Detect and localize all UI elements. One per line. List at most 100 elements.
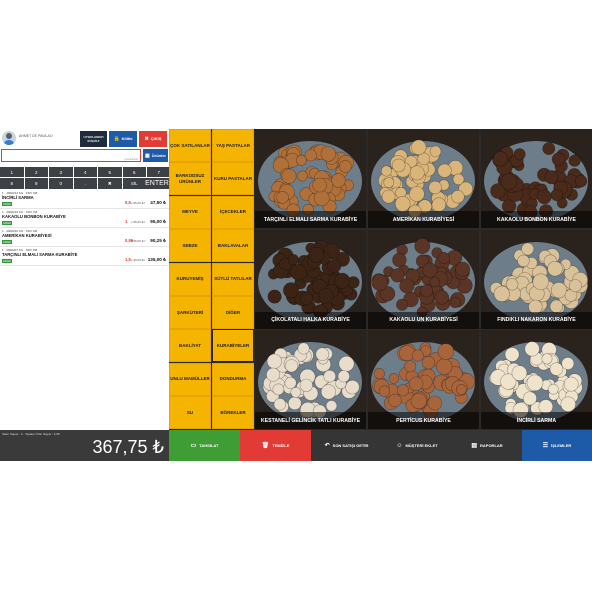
keypad-key[interactable]: 2 <box>24 167 48 177</box>
last-sale-button[interactable]: ↶ SON SATIŞI GETİR <box>311 430 382 461</box>
clear-label: TEMİZLE <box>272 443 290 448</box>
keypad-key[interactable]: . <box>73 178 97 189</box>
product-tile[interactable]: PERTİCUS KURABİYE <box>368 330 479 429</box>
category-button[interactable]: SU <box>169 396 211 430</box>
item-quantity: 0,95 <box>125 238 134 243</box>
keypad-key[interactable]: 6 <box>122 167 146 177</box>
trash-icon: 🗑 <box>261 443 270 449</box>
last-sale-label: SON SATIŞI GETİR <box>332 443 369 448</box>
product-photo <box>368 129 479 228</box>
reports-button[interactable]: ▤ RAPORLAR <box>452 430 522 461</box>
keypad-key[interactable]: 5 <box>98 167 122 177</box>
category-button[interactable]: ŞARKÜTERİ <box>169 296 211 329</box>
operations-label: İŞLEMLER <box>551 443 572 448</box>
products-label: Ürünler <box>151 153 166 158</box>
cart-panel: AHMET DE PAVA.AO UYGULAMAYI KÜÇÜLT 🔒 Kil… <box>0 129 171 430</box>
category-button[interactable]: UNLU MAMÜLLER <box>169 362 211 396</box>
product-label: KESTANELİ GELİNCİK TATLI KURABİYE <box>255 412 366 429</box>
product-label: İNCİRLİ SARMA <box>481 412 592 429</box>
products-button[interactable]: ▦ Ürünler <box>143 149 168 162</box>
item-meta: 1 · 2900214 KG · KDV %8 <box>2 191 38 195</box>
add-customer-button[interactable]: ☺ MÜŞTERİ EKLET <box>382 430 452 461</box>
keypad-key[interactable]: 3 <box>49 167 73 177</box>
keypad-key[interactable]: 9 <box>24 178 48 189</box>
clear-button[interactable]: 🗑 TEMİZLE <box>240 430 311 461</box>
exit-label: ÇIKIŞ <box>150 135 162 141</box>
cart-row[interactable]: 1 · 2900207 KG · KDV %8 TARÇINLI ELMALI S… <box>0 247 169 266</box>
product-tile[interactable]: ÇİKOLATALI HALKA KURABİYE <box>255 229 366 329</box>
pos-app: AHMET DE PAVA.AO UYGULAMAYI KÜÇÜLT 🔒 Kil… <box>0 129 592 461</box>
category-button[interactable]: BÖREKLER <box>212 396 254 430</box>
undo-icon: ↶ <box>324 443 330 449</box>
product-label: ÇİKOLATALI HALKA KURABİYE <box>255 311 366 329</box>
minimize-app-button[interactable]: UYGULAMAYI KÜÇÜLT <box>80 131 107 147</box>
category-button[interactable]: KURU PASTALAR <box>212 162 254 196</box>
user-info: AHMET DE PAVA.AO <box>2 131 77 151</box>
reports-label: RAPORLAR <box>480 443 503 448</box>
item-total: 95,00 ₺ <box>150 219 166 224</box>
enter-key[interactable]: ENTER <box>145 178 169 189</box>
product-tile[interactable]: TARÇINLI ELMALI SARMA KURABİYE <box>255 129 366 228</box>
category-button[interactable]: İÇECEKLER <box>212 195 254 229</box>
item-total: 90,25 ₺ <box>150 238 166 243</box>
keypad-key[interactable]: 4 <box>73 167 97 177</box>
cart-items: 1 · 2900214 KG · KDV %8 İNCİRLİ SARMA GRAM… <box>0 190 169 266</box>
category-button[interactable]: BAKLİYAT <box>169 329 211 363</box>
keypad-key[interactable]: 7 <box>147 167 171 177</box>
product-label: AMERİKAN KURABİYESİ <box>368 211 479 228</box>
product-tile[interactable]: KESTANELİ GELİNCİK TATLI KURABİYE <box>255 330 366 429</box>
item-name: KAKAOLU BONBON KURABİYE <box>2 214 66 219</box>
category-button[interactable]: YAŞ PASTALAR <box>212 129 254 162</box>
category-button[interactable]: DİĞER <box>212 296 254 329</box>
product-label: KAKAOLU UN KURABİYESİ <box>368 311 479 329</box>
keypad-key[interactable]: 8 <box>0 178 24 189</box>
keypad-key[interactable]: 1 <box>0 167 24 177</box>
keypad-key[interactable]: 0 <box>49 178 73 189</box>
barcode-search-input[interactable]: ürün/barkod <box>1 149 141 162</box>
menu-icon: ☰ <box>542 443 549 449</box>
category-button[interactable]: DONDURMA <box>212 362 254 396</box>
product-tile[interactable]: KAKAOLU BONBON KURABİYE <box>481 129 592 228</box>
category-button[interactable]: SEBZE <box>169 229 211 263</box>
item-unit-price: x 95,00 ₺= <box>131 201 146 205</box>
cart-row[interactable]: 1 · 2900210 KG · KDV %8 AMERİKAN KURABİYE… <box>0 228 169 247</box>
category-button[interactable]: MEYVE <box>169 195 211 229</box>
product-label: TARÇINLI ELMALI SARMA KURABİYE <box>255 211 366 228</box>
item-name: TARÇINLI ELMALI SARMA KURABİYE <box>2 252 78 257</box>
product-tile[interactable]: AMERİKAN KURABİYESİ <box>368 129 479 228</box>
user-icon: ☺ <box>396 442 403 449</box>
checkout-button[interactable]: ▭ TAHSİLAT <box>169 430 240 461</box>
item-meta: 1 · 2900207 KG · KDV %8 <box>2 248 38 252</box>
product-tile[interactable]: İNCİRLİ SARMA <box>481 330 592 429</box>
cart-row[interactable]: 1 · 2900215 KG · KDV %8 KAKAOLU BONBON KU… <box>0 209 169 228</box>
unit-badge: GRAM <box>2 221 12 225</box>
operations-button[interactable]: ☰ İŞLEMLER <box>522 430 592 461</box>
item-unit-price: x 95,00 ₺= <box>131 239 146 243</box>
keypad-key[interactable]: ✖ <box>98 178 122 189</box>
grid-icon: ▦ <box>145 152 150 159</box>
product-label: PERTİCUS KURABİYE <box>368 412 479 429</box>
exit-button[interactable]: ✖ ÇIKIŞ <box>139 131 167 147</box>
cart-row[interactable]: 1 · 2900214 KG · KDV %8 İNCİRLİ SARMA GRAM… <box>0 190 169 209</box>
category-button[interactable]: SÜTLÜ TATLILAR <box>212 262 254 296</box>
item-quantity: 1 <box>125 219 128 224</box>
chart-icon: ▤ <box>471 443 477 449</box>
keypad-key[interactable]: SİL <box>122 178 146 189</box>
category-button[interactable]: BARKODSUZ ÜRÜNLER <box>169 162 211 196</box>
total-info: Satırı Sayısı : 4 · Toplam Ürün Sayısı :… <box>2 432 60 436</box>
category-button[interactable]: ÇOK SATILANLAR <box>169 129 211 162</box>
total-amount: 367,75 ₺ <box>92 437 164 457</box>
category-button[interactable]: KURUYEMİŞ <box>169 262 211 296</box>
item-total: 135,00 ₺ <box>147 257 166 262</box>
avatar <box>2 131 16 145</box>
product-tile[interactable]: KAKAOLU UN KURABİYESİ <box>368 229 479 329</box>
lock-button[interactable]: 🔒 Kilitle <box>109 131 137 147</box>
category-button[interactable]: BAKLAVALAR <box>212 229 254 263</box>
product-tile[interactable]: FINDIKLI NAKARON KURABİYE <box>481 229 592 329</box>
item-meta: 1 · 2900210 KG · KDV %8 <box>2 229 38 233</box>
search-placeholder: ürün/barkod <box>124 158 138 161</box>
category-button[interactable]: KURABİYELER <box>212 329 254 363</box>
item-quantity: 0,5 <box>125 200 131 205</box>
unit-badge: GRAM <box>2 259 12 263</box>
item-name: İNCİRLİ SARMA <box>2 195 34 200</box>
